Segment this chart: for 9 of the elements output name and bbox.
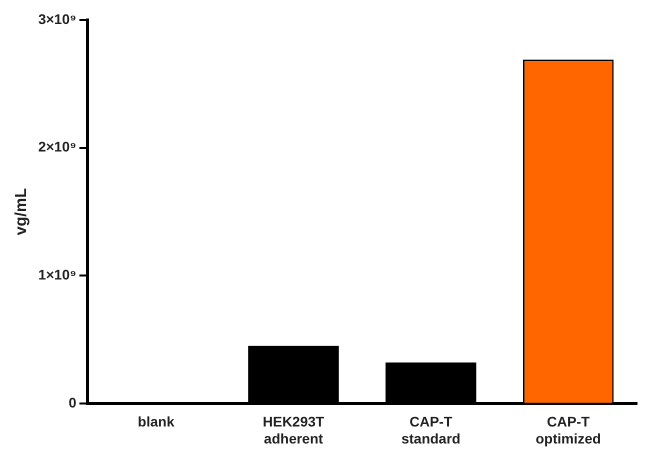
y-tick-label: 2×10⁹ — [38, 138, 76, 155]
y-tick-label: 0 — [68, 394, 77, 410]
x-tick-label: CAP-T standard — [401, 414, 460, 446]
x-tick-label: CAP-T optimized — [536, 414, 601, 446]
x-tick-label: blank — [138, 414, 175, 430]
y-axis-title: vg/mL — [13, 188, 30, 236]
x-tick-label: HEK293T adherent — [262, 414, 325, 446]
y-tick-label: 1×10⁹ — [38, 266, 76, 282]
y-tick-label: 3×10⁹ — [38, 10, 76, 27]
